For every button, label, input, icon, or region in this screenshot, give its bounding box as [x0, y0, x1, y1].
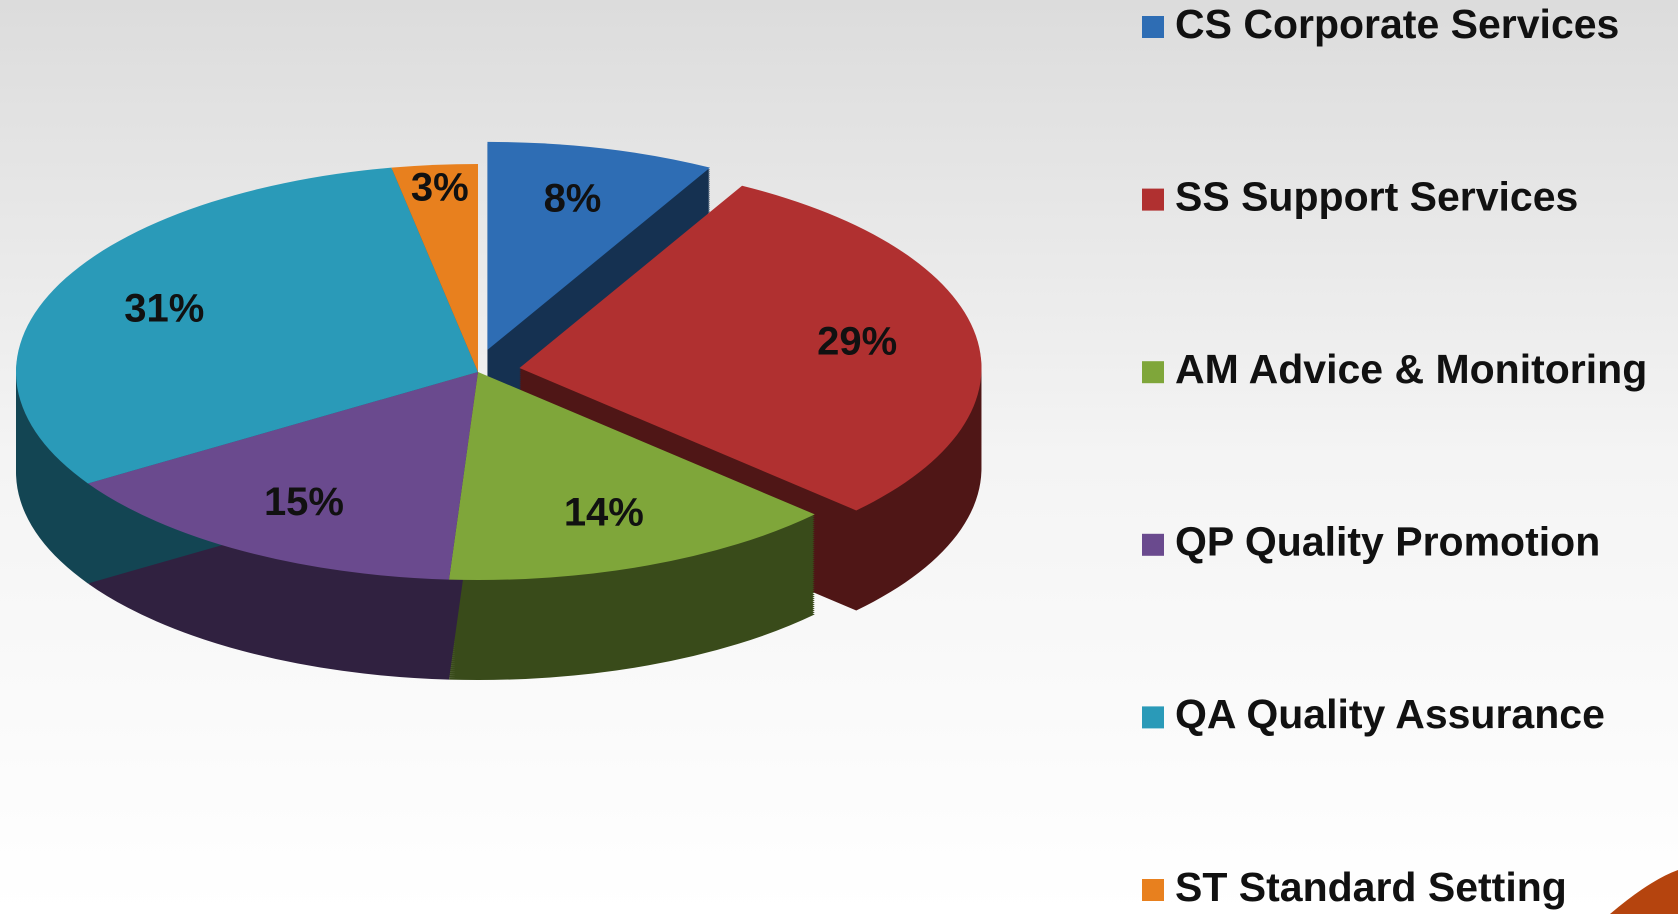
slice — [519, 185, 982, 511]
slice — [487, 141, 711, 350]
slice — [87, 372, 478, 580]
data-label: 8% — [544, 176, 602, 220]
legend-swatch — [1142, 16, 1164, 38]
legend-swatch — [1142, 533, 1164, 556]
legend-swatch — [1142, 361, 1164, 384]
slice — [391, 164, 478, 372]
corner-decoration — [1610, 870, 1678, 914]
legend-label: QP Quality Promotion — [1175, 519, 1600, 565]
data-label: 31% — [124, 286, 204, 330]
legend: CS Corporate Services SS Support Services… — [1142, 1, 1647, 910]
legend-swatch — [1142, 706, 1164, 729]
pie: 8% 29% 14% 15% 31% 3% — [15, 141, 982, 680]
data-label: 29% — [817, 320, 897, 364]
legend-label: CS Corporate Services — [1175, 1, 1619, 47]
legend-swatch — [1142, 879, 1164, 901]
legend-label: SS Support Services — [1175, 173, 1578, 219]
data-label: 14% — [564, 491, 644, 535]
legend-label: AM Advice & Monitoring — [1175, 346, 1647, 392]
legend-label: ST Standard Setting — [1175, 864, 1567, 910]
slice — [15, 167, 478, 484]
legend-label: QA Quality Assurance — [1175, 691, 1605, 737]
slice — [448, 372, 815, 580]
legend-swatch — [1142, 188, 1164, 211]
data-label: 15% — [264, 480, 344, 524]
data-label: 3% — [411, 165, 469, 209]
